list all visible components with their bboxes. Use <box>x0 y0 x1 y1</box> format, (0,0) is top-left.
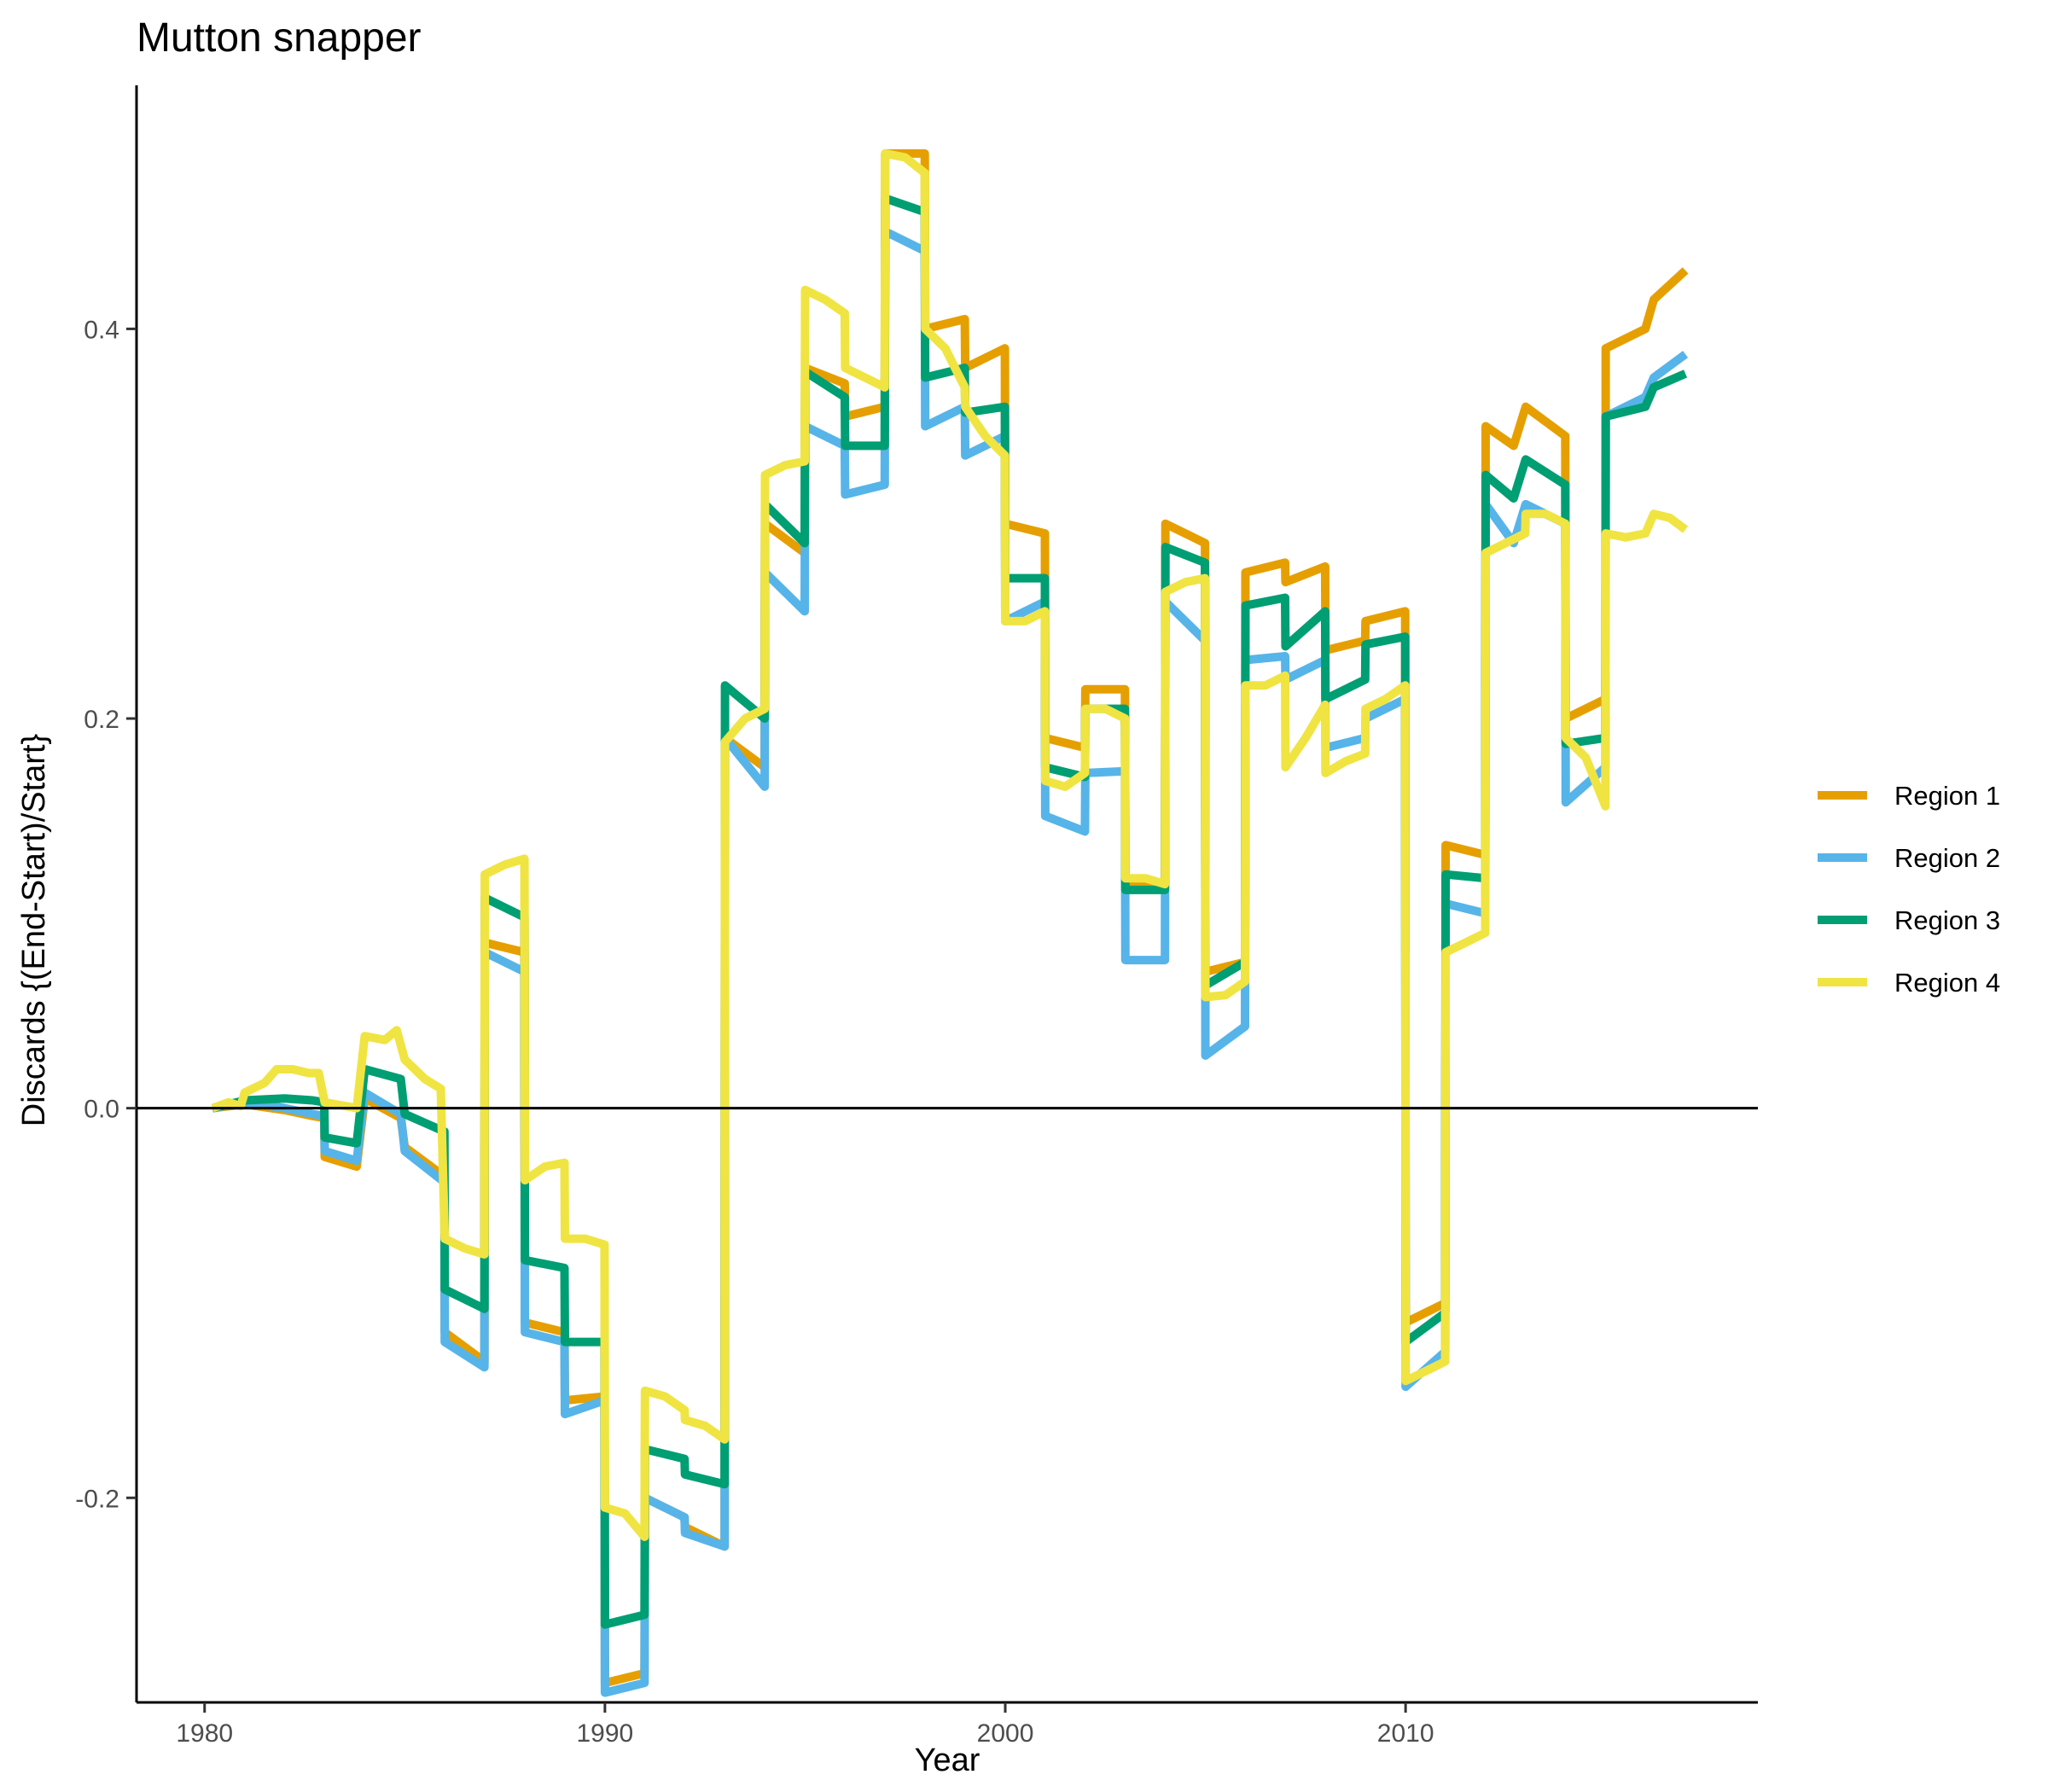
legend: Region 1 Region 2 Region 3 Region 4 <box>1818 781 2000 998</box>
legend-item-region-3: Region 3 <box>1818 905 2000 935</box>
x-tick-label: 2000 <box>977 1719 1034 1748</box>
legend-item-region-1: Region 1 <box>1818 781 2000 811</box>
y-tick-label: 0.0 <box>84 1096 119 1124</box>
x-tick-label: 1990 <box>577 1719 634 1748</box>
plot-area <box>135 85 1758 1704</box>
x-tick-label: 2010 <box>1377 1719 1434 1748</box>
y-tick-label: -0.2 <box>75 1485 119 1513</box>
chart-title: Mutton snapper <box>137 15 422 61</box>
series-line-region-4 <box>211 148 1689 1541</box>
x-axis-ticks: 1980 1990 2000 2010 <box>176 1702 1434 1748</box>
legend-item-region-4: Region 4 <box>1818 968 2000 998</box>
legend-label: Region 4 <box>1894 968 2000 998</box>
x-tick-label: 1980 <box>176 1719 233 1748</box>
series-lines <box>211 148 1689 1697</box>
legend-item-region-2: Region 2 <box>1818 843 2000 873</box>
legend-label: Region 3 <box>1894 905 2000 935</box>
y-axis-ticks: -0.2 0.0 0.2 0.4 <box>75 316 137 1513</box>
legend-label: Region 2 <box>1894 843 2000 873</box>
x-axis-label: Year <box>915 1743 980 1778</box>
legend-label: Region 1 <box>1894 781 2000 811</box>
y-axis-label: Discards {(End-Start)/Start} <box>16 734 52 1126</box>
y-tick-label: 0.4 <box>84 316 119 344</box>
y-tick-label: 0.2 <box>84 706 119 734</box>
